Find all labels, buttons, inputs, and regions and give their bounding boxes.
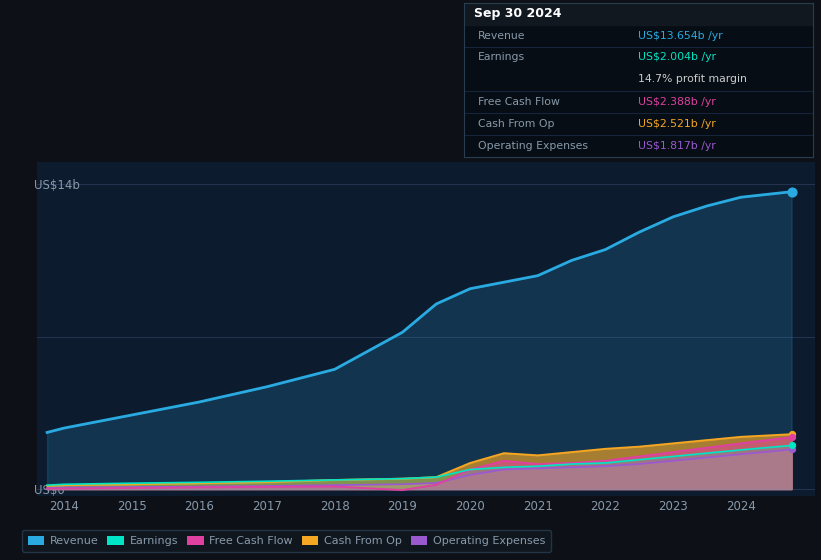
Point — [785, 441, 798, 450]
Text: Free Cash Flow: Free Cash Flow — [478, 97, 560, 107]
Text: US$2.521b /yr: US$2.521b /yr — [639, 119, 716, 129]
Text: Earnings: Earnings — [478, 53, 525, 63]
Text: US$2.004b /yr: US$2.004b /yr — [639, 53, 717, 63]
Text: Revenue: Revenue — [478, 31, 525, 41]
Point — [785, 187, 798, 196]
Text: Operating Expenses: Operating Expenses — [478, 141, 588, 151]
Text: US$13.654b /yr: US$13.654b /yr — [639, 31, 723, 41]
Text: Cash From Op: Cash From Op — [478, 119, 554, 129]
Point — [785, 432, 798, 441]
Bar — [464, 3, 813, 25]
Legend: Revenue, Earnings, Free Cash Flow, Cash From Op, Operating Expenses: Revenue, Earnings, Free Cash Flow, Cash … — [22, 530, 551, 552]
Point — [785, 445, 798, 454]
Text: US$1.817b /yr: US$1.817b /yr — [639, 141, 716, 151]
Text: Sep 30 2024: Sep 30 2024 — [475, 7, 562, 20]
Point — [785, 430, 798, 438]
Text: US$2.388b /yr: US$2.388b /yr — [639, 97, 716, 107]
Text: 14.7% profit margin: 14.7% profit margin — [639, 74, 747, 85]
